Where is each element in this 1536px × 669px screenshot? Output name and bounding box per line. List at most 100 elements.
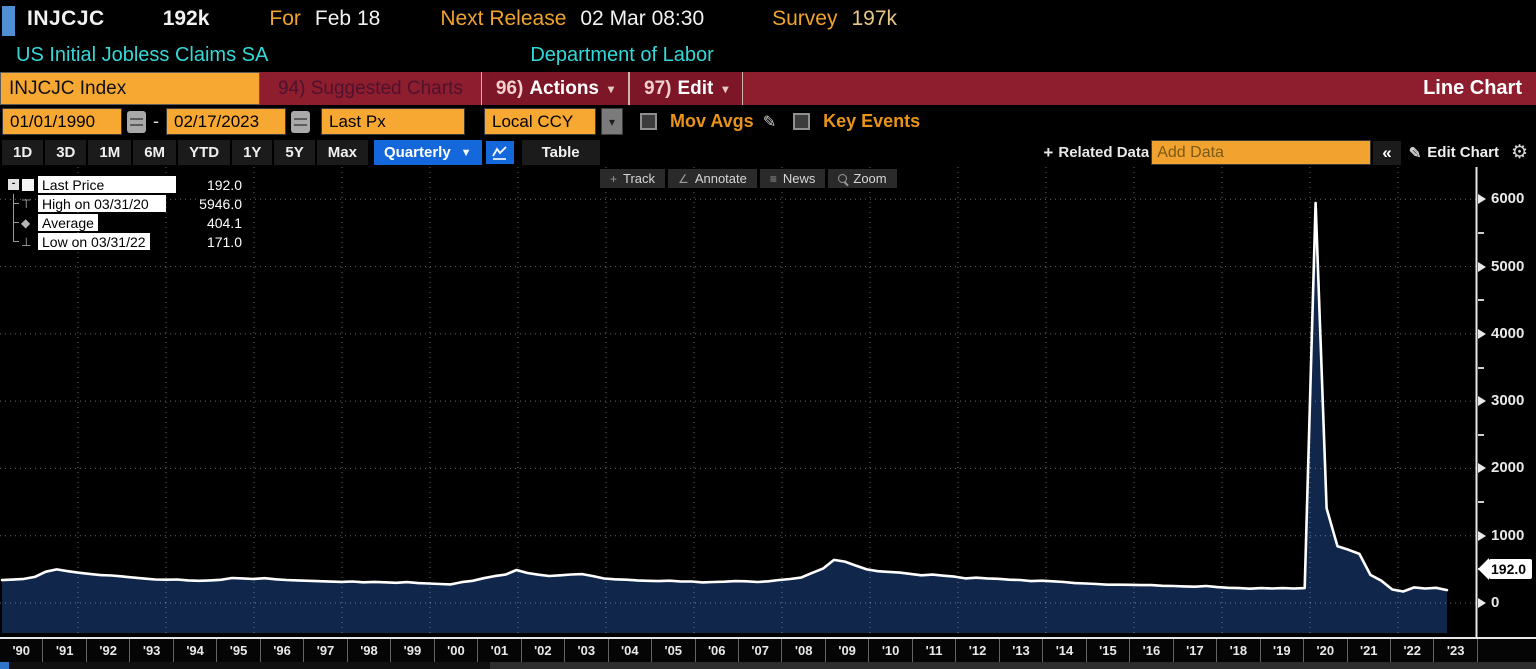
legend-label: High on 03/31/20 (38, 195, 166, 212)
edit-chart-button[interactable]: ✎ Edit Chart (1403, 144, 1505, 162)
legend-tree-stub (13, 203, 19, 204)
security-description-row: US Initial Jobless Claims SA Department … (0, 38, 1536, 72)
range-tab-6m[interactable]: 6M (133, 140, 177, 165)
x-tick-label-05: '05 (652, 639, 696, 662)
y-minor-tick (1478, 231, 1484, 234)
ticker-symbol: INJCJC (27, 7, 105, 30)
end-date-input[interactable]: 02/17/2023 (166, 108, 286, 135)
currency-select[interactable]: Local CCY (484, 108, 596, 135)
collapse-panel-button[interactable]: « (1373, 140, 1401, 165)
period-select[interactable]: Quarterly ▼ (373, 140, 482, 165)
related-data-button[interactable]: + Related Data (1043, 143, 1149, 163)
function-menubar: INJCJC Index 94) Suggested Charts 96) Ac… (0, 72, 1536, 105)
chart-legend: - Last Price 192.0 ⊤ High on 03/31/20 5946.0 ◆… (6, 175, 242, 251)
survey-value: 197k (851, 7, 898, 30)
price-field-input[interactable]: Last Px (321, 108, 465, 135)
legend-row-low-on-03-31-22[interactable]: ⊥ Low on 03/31/22 171.0 (6, 232, 242, 251)
next-release-value: 02 Mar 08:30 (580, 7, 705, 30)
key-events-checkbox[interactable] (793, 113, 811, 130)
chevron-down-icon: ▾ (722, 81, 729, 96)
calendar-icon[interactable] (127, 110, 146, 133)
y-minor-tick (1478, 433, 1484, 436)
y-tick-arrow-icon (1478, 396, 1486, 407)
range-tab-1d[interactable]: 1D (2, 140, 44, 165)
range-tab-max[interactable]: Max (316, 140, 368, 165)
add-data-input[interactable] (1151, 140, 1372, 165)
x-tick-label-13: '13 (1000, 639, 1044, 662)
y-tick-arrow-icon (1478, 530, 1486, 541)
table-button[interactable]: Table (521, 140, 600, 165)
x-tick-label-07: '07 (739, 639, 783, 662)
calendar-icon[interactable] (291, 110, 310, 133)
range-tab-3d[interactable]: 3D (45, 140, 87, 165)
x-tick-label-98: '98 (348, 639, 392, 662)
x-axis: '90'91'92'93'94'95'96'97'98'99'00'01'02 '… (0, 637, 1536, 662)
chart-area: + Track ∠ Annotate ≡ News Zoom - Last Price 192.… (0, 167, 1536, 637)
y-minor-tick (1478, 366, 1484, 369)
x-tick-label-20: '20 (1304, 639, 1348, 662)
mov-avgs-checkbox[interactable] (640, 113, 657, 130)
annotate-button[interactable]: ∠ Annotate (668, 169, 757, 188)
survey-label: Survey (772, 7, 838, 30)
x-tick-label-21: '21 (1348, 639, 1391, 662)
chart-controls-row: 01/01/1990 - 02/17/2023 Last Px Local CC… (0, 105, 1536, 138)
x-tick-label-99: '99 (391, 639, 435, 662)
legend-tree-stub (13, 222, 19, 223)
series-area-fill (2, 202, 1447, 633)
currency-dropdown-button[interactable]: ▾ (601, 108, 623, 135)
tool-label: News (782, 171, 816, 186)
track-button[interactable]: + Track (600, 169, 666, 188)
low-marker-icon: ⊥ (21, 234, 32, 249)
x-tick-label-96: '96 (261, 639, 305, 662)
last-price-tag: 192.0 (1478, 558, 1533, 580)
mov-avgs-pencil-icon[interactable]: ✎ (762, 113, 777, 131)
range-toolbar: 1D 3D 1M 6M YTD 1Y 5Y Max Quarterly ▼ Table + R… (0, 138, 1536, 167)
edit-chart-label: Edit Chart (1427, 144, 1499, 161)
range-tab-5y[interactable]: 5Y (274, 140, 315, 165)
gear-icon[interactable]: ⚙ (1510, 142, 1528, 163)
legend-expander-icon[interactable]: - (8, 179, 19, 190)
horizontal-scrollbar[interactable] (0, 662, 1536, 669)
pencil-icon: ✎ (1408, 144, 1422, 162)
y-tick-label: 6000 (1491, 190, 1525, 208)
y-tick-label: 0 (1491, 594, 1500, 611)
news-button[interactable]: ≡ News (759, 169, 826, 188)
suggested-charts-button[interactable]: 94) Suggested Charts (260, 72, 481, 105)
x-tick-label-23: '23 (1434, 639, 1478, 662)
chart-tools-toolbar: + Track ∠ Annotate ≡ News Zoom (600, 169, 897, 188)
range-tab-1y[interactable]: 1Y (232, 140, 273, 165)
x-tick-label-02: '02 (522, 639, 566, 662)
tool-label: Zoom (853, 171, 887, 186)
scrollbar-thumb[interactable] (490, 662, 1536, 669)
line-chart-style-button[interactable] (485, 141, 514, 164)
legend-row-high-on-03-31-20[interactable]: ⊤ High on 03/31/20 5946.0 (6, 194, 242, 213)
y-tick-arrow-icon (1478, 463, 1486, 474)
suggested-charts-label: Suggested Charts (310, 77, 463, 99)
chevron-down-icon: ▾ (608, 81, 615, 96)
legend-row-average[interactable]: ◆ Average 404.1 (6, 213, 242, 232)
x-tick-label-18: '18 (1217, 639, 1261, 662)
range-tab-1m[interactable]: 1M (88, 140, 132, 165)
track-crosshair-icon: + (610, 171, 618, 186)
actions-menu-button[interactable]: 96) Actions ▾ (480, 72, 630, 105)
x-tick-label-11: '11 (913, 639, 957, 662)
chart-canvas[interactable] (0, 167, 1478, 637)
legend-label: Average (38, 214, 98, 231)
actions-label: Actions (529, 77, 599, 99)
mov-avgs-label: Mov Avgs (670, 111, 754, 131)
x-tick-label-17: '17 (1174, 639, 1218, 662)
edit-menu-button[interactable]: 97) Edit ▾ (629, 72, 744, 105)
range-tabs: 1D 3D 1M 6M YTD 1Y 5Y Max (2, 140, 368, 165)
x-tick-label-03: '03 (565, 639, 609, 662)
annotate-pencil-icon: ∠ (678, 171, 689, 186)
high-marker-icon: ⊤ (21, 196, 32, 211)
legend-row-last-price[interactable]: - Last Price 192.0 (6, 175, 242, 194)
x-tick-label-06: '06 (696, 639, 739, 662)
security-header-row: INJCJC 192k For Feb 18 Next Release 02 M… (0, 0, 1536, 38)
y-tick-label: 2000 (1491, 459, 1525, 477)
range-tab-ytd[interactable]: YTD (178, 140, 231, 165)
security-input-field[interactable]: INJCJC Index (0, 72, 260, 105)
start-date-input[interactable]: 01/01/1990 (2, 108, 122, 135)
zoom-magnifier-icon (838, 174, 848, 183)
zoom-button[interactable]: Zoom (828, 169, 897, 188)
